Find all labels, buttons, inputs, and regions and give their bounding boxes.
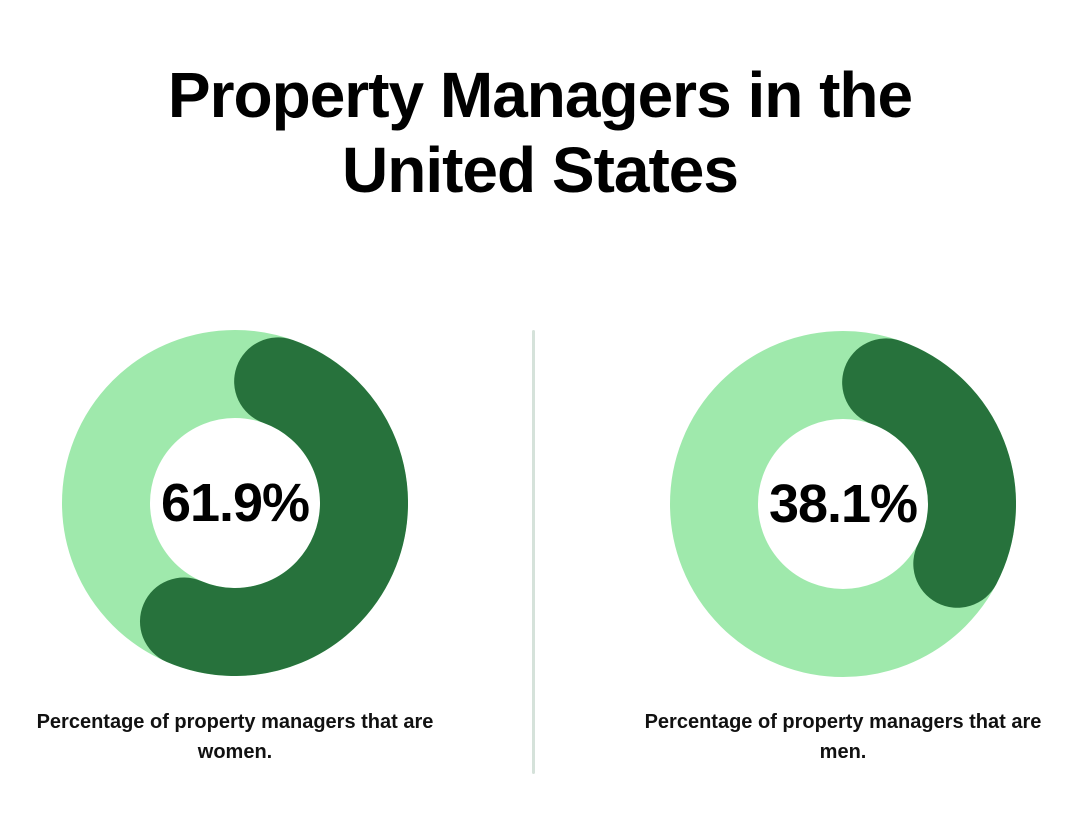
donut-caption-men: Percentage of property managers that are… — [644, 711, 1042, 763]
donut-chart-men: 38.1% — [670, 331, 1016, 677]
page-title: Property Managers in the United States — [0, 58, 1080, 208]
donut-arc-value — [842, 338, 1016, 608]
donut-svg-men — [670, 331, 1016, 677]
donut-arc-value — [139, 337, 408, 676]
donut-svg-women — [62, 330, 408, 676]
donut-caption-women: Percentage of property managers that are… — [36, 711, 434, 763]
vertical-divider — [532, 330, 535, 774]
page-title-text: Property Managers in the United States — [167, 59, 913, 206]
donut-chart-women: 61.9% — [62, 330, 408, 676]
